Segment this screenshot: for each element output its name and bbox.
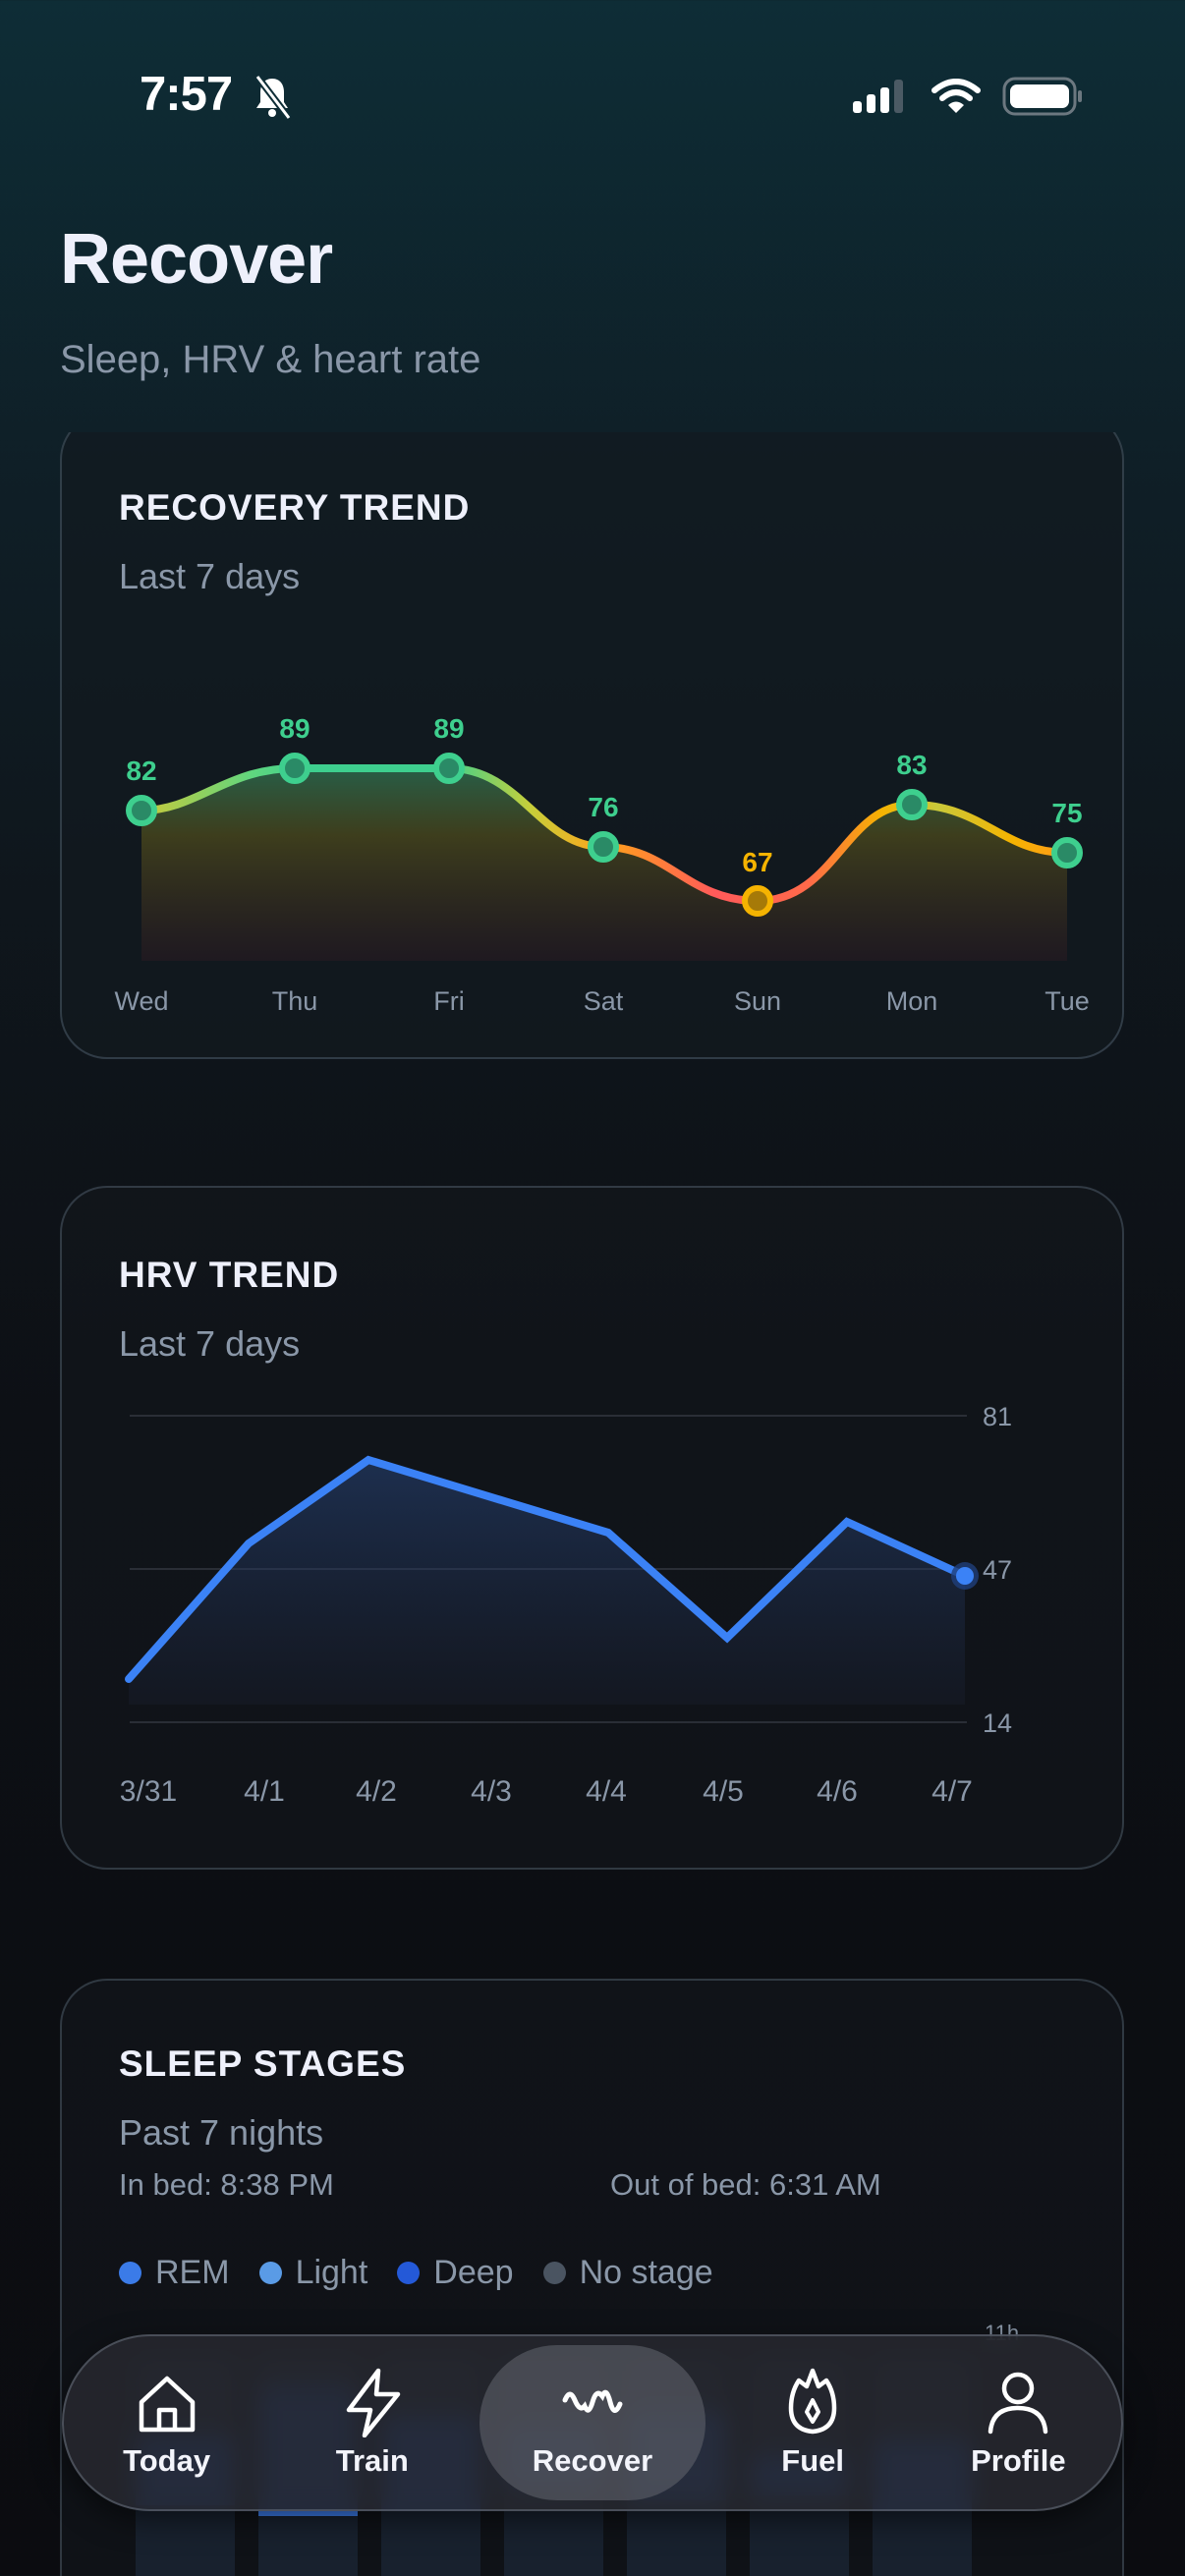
card-title: RECOVERY TREND xyxy=(119,487,471,528)
flame-icon xyxy=(788,2368,837,2435)
out-of-bed-time: Out of bed: 6:31 AM xyxy=(610,2167,881,2202)
svg-text:82: 82 xyxy=(126,756,156,786)
card-subtitle: Past 7 nights xyxy=(119,2112,324,2153)
svg-text:89: 89 xyxy=(433,713,464,744)
svg-text:47: 47 xyxy=(983,1555,1012,1585)
page-header: Recover Sleep, HRV & heart rate xyxy=(60,224,480,382)
nav-label: Today xyxy=(123,2443,211,2478)
card-subtitle: Last 7 days xyxy=(119,1323,301,1364)
bolt-icon xyxy=(346,2368,401,2437)
svg-text:4/1: 4/1 xyxy=(244,1775,285,1808)
svg-text:14: 14 xyxy=(983,1708,1012,1738)
recovery-points xyxy=(126,753,1083,917)
card-title: HRV TREND xyxy=(119,1255,340,1295)
nav-label: Train xyxy=(335,2443,409,2478)
svg-text:75: 75 xyxy=(1051,798,1082,828)
svg-text:67: 67 xyxy=(742,847,772,877)
status-time: 7:57 xyxy=(140,68,233,121)
battery-icon xyxy=(1002,77,1082,116)
legend-item-rem: REM xyxy=(119,2254,230,2292)
svg-text:Thu: Thu xyxy=(272,986,318,1016)
status-bar: 7:57 xyxy=(0,0,1185,138)
svg-text:4/4: 4/4 xyxy=(586,1775,627,1808)
svg-text:Fri: Fri xyxy=(433,986,464,1016)
wave-icon xyxy=(562,2389,623,2413)
legend-item-light: Light xyxy=(258,2254,367,2292)
nav-label: Recover xyxy=(532,2443,653,2478)
svg-text:Wed: Wed xyxy=(114,986,168,1016)
deep-dot-icon xyxy=(397,2262,421,2284)
hrv-y-ticks: 81 47 14 xyxy=(983,1402,1012,1738)
silent-bell-icon xyxy=(254,74,292,120)
svg-text:83: 83 xyxy=(896,750,927,780)
svg-text:4/7: 4/7 xyxy=(931,1775,973,1808)
svg-text:89: 89 xyxy=(279,713,310,744)
signal-icon xyxy=(853,80,903,113)
nav-item-profile[interactable]: Profile xyxy=(920,2345,1116,2500)
rem-dot-icon xyxy=(119,2262,141,2284)
svg-text:81: 81 xyxy=(983,1402,1012,1431)
card-subtitle: Last 7 days xyxy=(119,556,301,596)
nav-label: Fuel xyxy=(781,2443,845,2478)
nav-label: Profile xyxy=(971,2443,1066,2478)
light-dot-icon xyxy=(258,2262,282,2284)
sleep-legend: REM Light Deep No stage xyxy=(119,2254,713,2292)
bottom-nav: Today Train Recover Fuel Profile xyxy=(62,2334,1123,2511)
svg-text:4/6: 4/6 xyxy=(817,1775,858,1808)
status-icons xyxy=(853,77,1083,116)
card-title: SLEEP STAGES xyxy=(119,2044,407,2084)
home-icon xyxy=(139,2376,195,2433)
scroll-clip: RECOVERY TREND Last 7 days xyxy=(0,432,1185,1081)
svg-text:4/2: 4/2 xyxy=(356,1775,397,1808)
svg-text:Sun: Sun xyxy=(734,986,781,1016)
hrv-x-labels: 3/31 4/1 4/2 4/3 4/4 4/5 4/6 4/7 xyxy=(120,1775,973,1808)
nav-item-fuel[interactable]: Fuel xyxy=(714,2345,911,2500)
legend-item-no-stage: No stage xyxy=(542,2254,713,2292)
recovery-day-labels: Wed Thu Fri Sat Sun Mon Tue xyxy=(114,986,1089,1016)
wifi-icon xyxy=(931,79,981,113)
svg-text:3/31: 3/31 xyxy=(120,1775,177,1808)
legend-item-deep: Deep xyxy=(397,2254,514,2292)
nav-item-train[interactable]: Train xyxy=(274,2345,471,2500)
svg-text:Tue: Tue xyxy=(1044,986,1090,1016)
svg-text:4/3: 4/3 xyxy=(471,1775,512,1808)
page-subtitle: Sleep, HRV & heart rate xyxy=(60,338,481,381)
recovery-trend-chart: 82 89 89 76 67 83 75 Wed Thu Fri Sat Sun… xyxy=(114,713,1089,1016)
person-icon xyxy=(988,2372,1048,2435)
no-stage-dot-icon xyxy=(542,2262,566,2284)
svg-text:Mon: Mon xyxy=(886,986,938,1016)
page-title: Recover xyxy=(60,220,333,299)
in-bed-time: In bed: 8:38 PM xyxy=(119,2167,334,2202)
nav-item-today[interactable]: Today xyxy=(69,2345,265,2500)
svg-text:4/5: 4/5 xyxy=(703,1775,744,1808)
svg-text:Sat: Sat xyxy=(584,986,624,1016)
nav-item-recover[interactable]: Recover xyxy=(479,2345,705,2500)
svg-text:76: 76 xyxy=(588,792,618,822)
recovery-value-labels: 82 89 89 76 67 83 75 xyxy=(126,713,1082,877)
hrv-trend-chart: 81 47 14 3/31 4/1 4/2 4/3 4/4 4/5 4/6 4/… xyxy=(120,1402,1012,1808)
